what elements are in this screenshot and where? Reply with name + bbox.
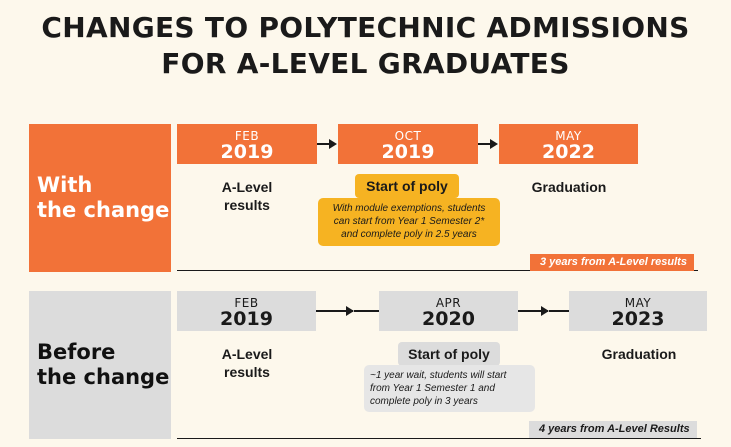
before-alevel-line-2: results	[224, 364, 270, 380]
with-date-1-year: 2019	[220, 141, 274, 163]
with-alevel-label: A-Level results	[205, 178, 289, 214]
with-note-line-1: With module exemptions, students	[332, 203, 486, 214]
with-change-side-label: With the change	[29, 124, 171, 272]
before-change-side-label: Before the change	[29, 291, 171, 439]
with-graduation-label: Graduation	[531, 179, 607, 195]
before-change-side-line-1: Before	[37, 340, 116, 364]
before-duration-tag: 4 years from A-Level Results	[529, 421, 697, 438]
before-connector-2b	[549, 310, 569, 312]
before-date-box-1: FEB 2019	[177, 291, 316, 331]
with-date-1-month: FEB	[234, 129, 260, 143]
before-note: ~1 year wait, students will start from Y…	[364, 365, 535, 412]
before-note-line-2: from Year 1 Semester 1 and	[370, 383, 495, 394]
before-date-box-2: APR 2020	[379, 291, 518, 331]
with-note-line-2: can start from Year 1 Semester 2*	[333, 216, 485, 227]
with-date-3-month: MAY	[555, 129, 582, 143]
before-alevel-label: A-Level results	[205, 345, 289, 381]
before-change-side-line-2: the change	[37, 365, 170, 389]
before-date-box-3: MAY 2023	[569, 291, 707, 331]
before-alevel-line-1: A-Level	[221, 346, 273, 362]
page-title-line-2: FOR A-LEVEL GRADUATES	[161, 47, 570, 80]
with-date-box-2: OCT 2019	[338, 124, 478, 164]
with-duration-tag: 3 years from A-Level results	[530, 254, 694, 271]
with-note: With module exemptions, students can sta…	[318, 198, 500, 246]
with-arrow-2-icon	[490, 139, 498, 149]
before-arrow-1-icon	[346, 306, 354, 316]
with-alevel-line-2: results	[224, 197, 270, 213]
before-graduation-label: Graduation	[601, 346, 677, 362]
before-date-3-month: MAY	[624, 296, 652, 310]
before-note-line-3: complete poly in 3 years	[370, 396, 478, 407]
with-alevel-line-1: A-Level	[221, 179, 273, 195]
page-title-line-1: CHANGES TO POLYTECHNIC ADMISSIONS	[41, 11, 690, 44]
before-date-1-year: 2019	[220, 308, 273, 330]
with-date-2-year: 2019	[381, 141, 435, 163]
before-date-2-month: APR	[435, 296, 462, 310]
before-timeline-baseline	[177, 438, 701, 439]
before-date-1-month: FEB	[234, 296, 259, 310]
with-change-side-line-2: the change	[37, 198, 170, 222]
with-connector-1	[317, 143, 331, 145]
with-connector-2	[478, 143, 492, 145]
before-connector-2	[518, 310, 548, 312]
with-date-2-month: OCT	[394, 129, 422, 143]
with-note-line-3: and complete poly in 2.5 years	[341, 229, 477, 240]
before-connector-1b	[354, 310, 379, 312]
before-arrow-2-icon	[541, 306, 549, 316]
before-date-3-year: 2023	[611, 308, 665, 330]
before-note-line-1: ~1 year wait, students will start	[370, 370, 507, 381]
with-arrow-1-icon	[329, 139, 337, 149]
before-connector-1	[316, 310, 353, 312]
with-timeline-baseline	[177, 270, 698, 271]
with-change-side-line-1: With	[37, 173, 93, 197]
before-start-poly-badge: Start of poly	[398, 342, 500, 366]
with-date-box-3: MAY 2022	[499, 124, 638, 164]
with-date-box-1: FEB 2019	[177, 124, 317, 164]
with-start-poly-badge: Start of poly	[355, 174, 459, 198]
with-date-3-year: 2022	[542, 141, 595, 163]
before-date-2-year: 2020	[422, 308, 475, 330]
